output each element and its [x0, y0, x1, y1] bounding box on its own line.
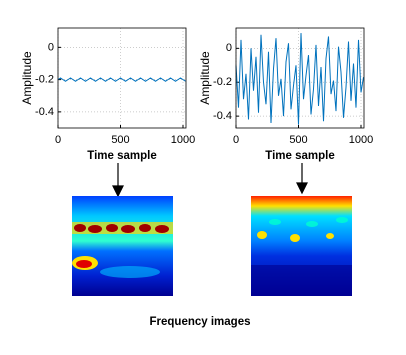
x-tick-label: 500 [111, 134, 129, 146]
x-tick-label: 1000 [171, 134, 195, 146]
plot-area [58, 28, 186, 128]
line [235, 33, 364, 125]
plot-frame [235, 27, 365, 129]
y-tick-label: -0.4 [213, 110, 232, 122]
frequency-image-left [72, 196, 173, 296]
y-tick-label: -0.4 [35, 106, 54, 118]
x-axis-label: Time sample [87, 150, 156, 162]
y-tick-label: -0.2 [213, 76, 232, 88]
arrows [112, 163, 308, 198]
x-axis-label: Time sample [265, 150, 334, 162]
x-tick-label: 0 [233, 134, 239, 146]
plot-frame [57, 27, 187, 129]
x-tick-label: 500 [289, 134, 307, 146]
caption: Frequency images [150, 316, 251, 328]
x-tick-label: 1000 [349, 134, 373, 146]
y-axis-label: Amplitude [198, 51, 212, 105]
x-tick-label: 0 [55, 134, 61, 146]
line [57, 77, 186, 82]
y-tick-label: 0 [226, 42, 232, 54]
frequency-image-right [251, 196, 352, 296]
y-axis-label: Amplitude [20, 51, 34, 105]
y-tick-label: -0.2 [35, 74, 54, 86]
y-tick-label: 0 [48, 41, 54, 53]
